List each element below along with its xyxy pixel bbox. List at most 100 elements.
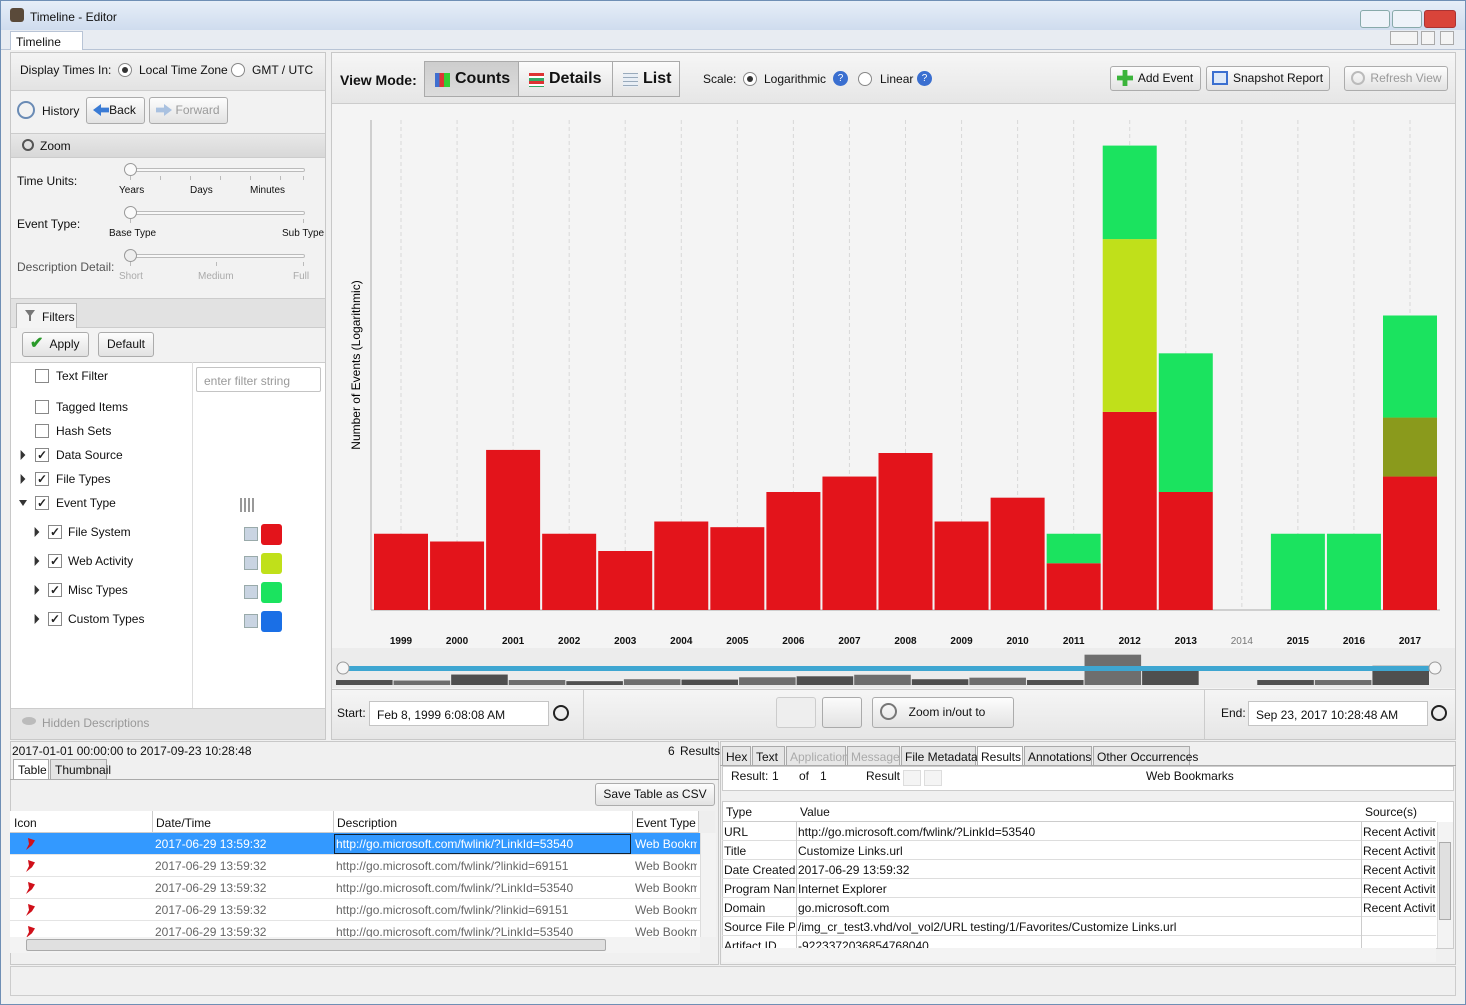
bar-segment[interactable]	[486, 450, 540, 610]
scroll-thumb[interactable]	[1439, 842, 1451, 920]
bar-segment[interactable]	[935, 521, 989, 610]
bar-segment[interactable]	[1103, 412, 1157, 610]
details-tab[interactable]: Results	[977, 746, 1023, 766]
button[interactable]: Save Table as CSV	[595, 783, 715, 806]
bar-segment[interactable]	[1159, 353, 1213, 492]
bar-segment[interactable]	[1383, 315, 1437, 417]
bar-segment[interactable]	[1383, 477, 1437, 610]
bar-segment[interactable]	[1103, 239, 1157, 412]
view-mode-toggle[interactable]: List	[612, 61, 680, 97]
editor-tab[interactable]: Timeline	[10, 31, 83, 50]
checkbox[interactable]: ✓	[48, 554, 62, 568]
end-input[interactable]: Sep 23, 2017 10:28:48 AM	[1248, 701, 1428, 726]
bar-segment[interactable]	[430, 542, 484, 610]
help-icon[interactable]: ?	[917, 71, 932, 86]
bar-segment[interactable]	[1271, 534, 1325, 610]
checkbox[interactable]	[35, 369, 49, 383]
y-axis-label: Number of Events (Logarithmic)	[349, 280, 363, 449]
details-tab[interactable]: Annotations	[1024, 746, 1092, 766]
checkbox[interactable]: ✓	[48, 525, 62, 539]
start-input[interactable]: Feb 8, 1999 6:08:08 AM	[369, 701, 549, 726]
results-tab[interactable]: Thumbnail	[50, 759, 107, 779]
maximize-button[interactable]	[1392, 10, 1422, 28]
bar-segment[interactable]	[1327, 534, 1381, 610]
bar-segment[interactable]	[542, 534, 596, 610]
result-label: Result:	[731, 769, 768, 783]
range-start-handle[interactable]	[337, 662, 349, 674]
bar-segment[interactable]	[1159, 492, 1213, 610]
column-divider	[796, 860, 797, 879]
zoom-out-button[interactable]	[776, 697, 816, 728]
radio[interactable]	[858, 72, 872, 86]
table-cell: Web Bookma	[635, 837, 697, 851]
help-icon[interactable]: ?	[833, 71, 848, 86]
zoom-in-button[interactable]	[822, 697, 862, 728]
table-cell: http://go.microsoft.com/fwlink/?linkid=6…	[336, 903, 568, 917]
slider-thumb[interactable]	[124, 163, 137, 176]
column-header: Event Type	[636, 816, 696, 830]
end-clock[interactable]	[1431, 705, 1447, 721]
range-end-handle[interactable]	[1429, 662, 1441, 674]
bar-segment[interactable]	[1047, 534, 1101, 564]
event-color-swatch	[261, 524, 282, 545]
bar-segment[interactable]	[1047, 563, 1101, 610]
bar-segment[interactable]	[879, 453, 933, 610]
overview-bar	[1027, 680, 1084, 685]
radio[interactable]	[231, 63, 245, 77]
overview-bar	[969, 678, 1026, 685]
x-tick-label: 2017	[1399, 636, 1422, 647]
details-tab[interactable]: File Metadata	[901, 746, 976, 766]
details-tab[interactable]: Text	[752, 746, 785, 766]
filter-input[interactable]: enter filter string	[196, 367, 321, 392]
refresh-icon	[1351, 71, 1365, 85]
view-mode-toggle[interactable]: Details	[518, 61, 613, 97]
details-tab-label: Hex	[726, 750, 747, 764]
slider-label: Time Units:	[17, 174, 77, 188]
filter-icon	[25, 310, 35, 321]
radio[interactable]	[743, 72, 757, 86]
checkbox[interactable]	[35, 400, 49, 414]
bar-segment[interactable]	[766, 492, 820, 610]
checkbox[interactable]: ✓	[35, 472, 49, 486]
details-tab[interactable]: Application	[786, 746, 846, 766]
results-tab[interactable]: Table	[13, 759, 49, 779]
details-tab[interactable]: Message	[847, 746, 900, 766]
prev-result[interactable]	[903, 770, 921, 786]
column-header: Value	[800, 805, 830, 819]
view-mode-toggle[interactable]: Counts	[424, 61, 519, 97]
details-tab[interactable]: Other Occurrences	[1093, 746, 1190, 766]
filters-tab[interactable]: Filters	[16, 303, 77, 328]
scroll-thumb[interactable]	[26, 939, 606, 951]
checkbox[interactable]	[35, 424, 49, 438]
details-cell: Title	[724, 844, 746, 858]
next-result[interactable]	[924, 770, 942, 786]
slider-thumb[interactable]	[124, 206, 137, 219]
details-cell: Recent Activit	[1363, 882, 1435, 896]
start-clock[interactable]	[553, 705, 569, 721]
button[interactable]: Default	[98, 332, 154, 357]
results-range: 2017-01-01 00:00:00 to 2017-09-23 10:28:…	[12, 744, 252, 758]
bar-segment[interactable]	[374, 534, 428, 610]
slider-tick	[303, 176, 304, 180]
checkbox[interactable]: ✓	[35, 448, 49, 462]
details-tab[interactable]: Hex	[722, 746, 751, 766]
checkbox[interactable]: ✓	[35, 496, 49, 510]
bar-segment[interactable]	[598, 551, 652, 610]
minimize-button[interactable]	[1360, 10, 1390, 28]
checkbox[interactable]: ✓	[48, 612, 62, 626]
range-overview[interactable]	[332, 648, 1455, 688]
slider-tick	[130, 176, 131, 180]
details-cell: Recent Activit	[1363, 863, 1435, 877]
radio[interactable]	[118, 63, 132, 77]
bar-segment[interactable]	[991, 498, 1045, 610]
bar-segment[interactable]	[710, 527, 764, 610]
view-mode-label: Counts	[455, 70, 510, 88]
bar-segment[interactable]	[1383, 418, 1437, 477]
close-button[interactable]	[1424, 10, 1456, 28]
bar-segment[interactable]	[1103, 146, 1157, 240]
checkbox[interactable]: ✓	[48, 583, 62, 597]
bar-segment[interactable]	[822, 477, 876, 610]
result-total: 1	[820, 769, 827, 783]
bar-segment[interactable]	[654, 521, 708, 610]
table-cell: http://go.microsoft.com/fwlink/?LinkId=5…	[336, 881, 573, 895]
